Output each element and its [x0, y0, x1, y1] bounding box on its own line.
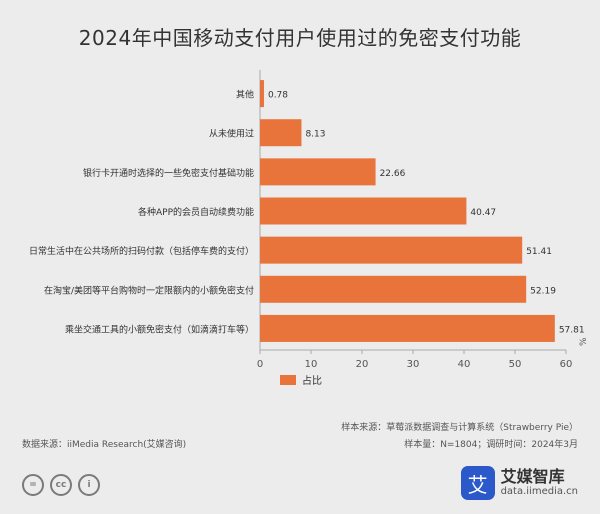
category-label: 银行卡开通时选择的一些免密支付基础功能	[83, 167, 254, 179]
brand-logo: 艾 艾媒智库 data.iimedia.cn	[460, 466, 578, 500]
value-label: 0.78	[268, 91, 288, 101]
legend-swatch	[280, 375, 296, 385]
category-label: 乘坐交通工具的小额免密支付（如滴滴打车等）	[65, 323, 254, 335]
bar	[260, 80, 264, 108]
legend-label: 占比	[302, 374, 322, 387]
category-label: 日常生活中在公共场所的扫码付款（包括停车费的支付）	[29, 245, 254, 257]
bar	[260, 119, 302, 147]
equals-icon: =	[22, 474, 44, 496]
bar	[260, 197, 467, 225]
bar	[260, 158, 376, 186]
x-tick-label: 10	[305, 359, 318, 370]
license-icons: = cc i	[22, 474, 100, 496]
logo-name: 艾媒智库	[500, 467, 565, 486]
x-unit-label: %	[579, 337, 589, 346]
sample-source-note: 样本来源：草莓派数据调查与计算系统（Strawberry Pie）	[341, 423, 578, 433]
value-label: 22.66	[380, 169, 406, 179]
category-label: 各种APP的会员自动续费功能	[138, 206, 254, 218]
bar-chart: 其他 0.78 从未使用过 8.13 银行卡开通时选择的一些免密支付基础功能 22.66 各…	[29, 70, 589, 387]
data-source-note: 数据来源：iiMedia Research(艾媒咨询)	[22, 440, 187, 450]
category-label: 在淘宝/美团等平台购物时一定限额内的小额免密支付	[44, 284, 254, 296]
chart-title: 2024年中国移动支付用户使用过的免密支付功能	[78, 26, 522, 50]
x-tick-label: 50	[509, 359, 522, 370]
value-label: 8.13	[305, 130, 325, 140]
x-tick-label: 20	[356, 359, 369, 370]
value-label: 52.19	[530, 286, 556, 296]
x-tick-label: 30	[407, 359, 420, 370]
person-icon: i	[78, 474, 100, 496]
x-tick-label: 0	[257, 359, 263, 370]
value-label: 51.41	[526, 247, 552, 257]
x-tick-label: 60	[560, 359, 573, 370]
value-label: 40.47	[470, 208, 496, 218]
x-tick-label: 40	[458, 359, 471, 370]
bar	[260, 275, 527, 303]
value-label: 57.81	[559, 325, 585, 335]
sample-size-note: 样本量：N=1804；调研时间：2024年3月	[404, 440, 578, 450]
cc-icon: cc	[50, 474, 72, 496]
category-label: 从未使用过	[209, 128, 254, 140]
bar	[260, 236, 523, 264]
logo-url: data.iimedia.cn	[500, 486, 578, 497]
logo-mark-icon: 艾	[460, 466, 495, 500]
bar	[260, 314, 555, 342]
category-label: 其他	[236, 89, 254, 101]
